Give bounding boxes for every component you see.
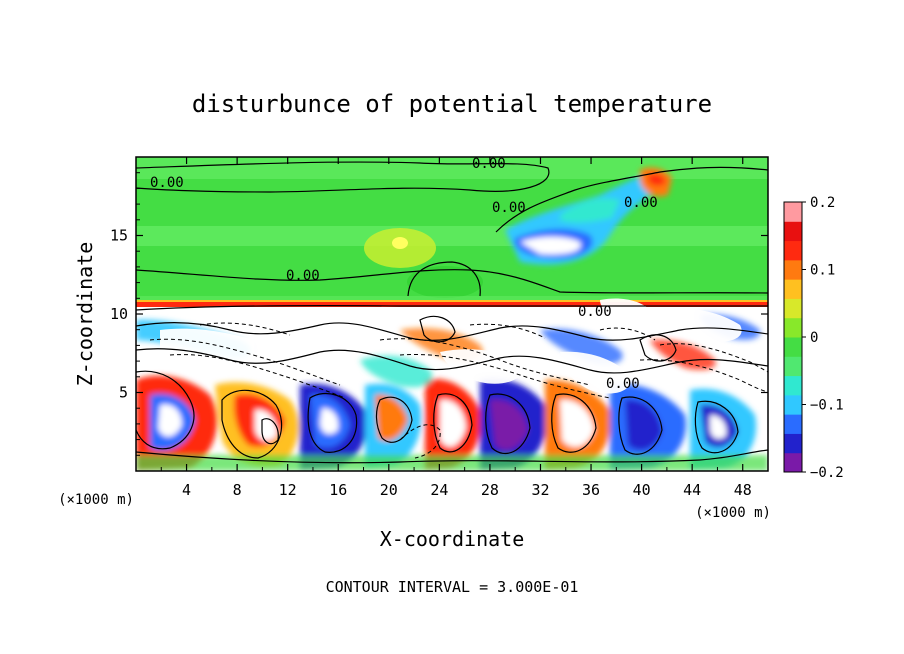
colorbar-tick-label: 0.2 (810, 195, 835, 211)
chart-title: disturbunce of potential temperature (192, 90, 712, 118)
x-tick-label: 16 (329, 481, 347, 499)
colorbar-swatch (784, 202, 802, 222)
x-tick-label: 12 (279, 481, 297, 499)
x-tick-label: 24 (430, 481, 448, 499)
colorbar-swatch (784, 452, 802, 473)
x-tick-label: 4 (182, 481, 191, 499)
x-unit-label: (×1000 m) (695, 505, 771, 521)
colorbar-swatch (784, 279, 802, 299)
colorbar-tick-label: 0 (810, 330, 818, 346)
x-tick-label: 8 (233, 481, 242, 499)
x-tick-label: 48 (734, 481, 752, 499)
contour-label: 0.00 (472, 156, 506, 172)
contour-label: 0.00 (606, 376, 640, 392)
y-axis-label: Z-coordinate (73, 242, 97, 387)
x-tick-label: 32 (531, 481, 549, 499)
colorbar-swatch (784, 298, 802, 319)
y-tick-label: 10 (110, 305, 128, 323)
x-axis-label: X-coordinate (380, 527, 525, 551)
colorbar-swatch (784, 317, 802, 338)
colorbar-swatch (784, 259, 802, 280)
x-axis: 4 8 12 16 20 24 28 32 36 40 44 48 (160, 157, 752, 499)
heatmap-field (136, 157, 768, 471)
contour-interval-note: CONTOUR INTERVAL = 3.000E-01 (326, 578, 579, 596)
contour-lines (136, 161, 768, 464)
colorbar-swatch (784, 414, 802, 434)
contour-label: 0.00 (286, 268, 320, 284)
contour-label: 0.00 (578, 304, 612, 320)
colorbar-swatch (784, 337, 802, 357)
colorbar (784, 202, 802, 473)
colorbar-tick-label: −0.2 (810, 465, 844, 481)
x-tick-label: 44 (683, 481, 701, 499)
contour-lines-dashed (149, 322, 768, 459)
colorbar-swatch (784, 394, 802, 415)
contour-label: 0.00 (492, 200, 526, 216)
x-tick-label: 36 (582, 481, 600, 499)
colorbar-swatch (784, 356, 802, 377)
y-axis: 5 10 15 (110, 172, 768, 456)
colorbar-tick-label: 0.1 (810, 263, 835, 279)
x-tick-label: 40 (633, 481, 651, 499)
x-tick-label: 20 (380, 481, 398, 499)
colorbar-swatch (784, 433, 802, 454)
colorbar-tick-label: −0.1 (810, 398, 844, 414)
colorbar-ticks: 0.2 0.1 0 −0.1 −0.2 (802, 195, 844, 481)
y-tick-label: 5 (119, 384, 128, 402)
contour-label-group: 0.00 0.00 0.00 0.00 0.00 0.00 0.00 (150, 156, 658, 392)
z-unit-label: (×1000 m) (58, 492, 134, 508)
x-tick-label: 28 (481, 481, 499, 499)
y-tick-label: 15 (110, 227, 128, 245)
contour-label: 0.00 (624, 195, 658, 211)
colorbar-swatch (784, 375, 802, 396)
contour-label: 0.00 (150, 175, 184, 191)
colorbar-swatch (784, 221, 802, 242)
colorbar-swatch (784, 240, 802, 261)
